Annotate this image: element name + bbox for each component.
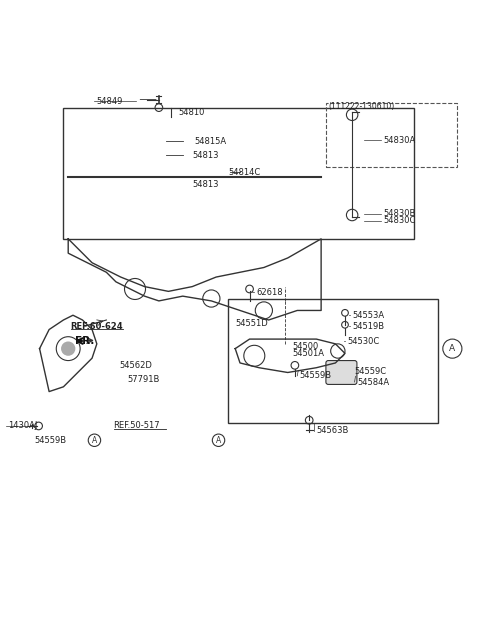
Text: FR.: FR. xyxy=(75,336,95,346)
Text: 54519B: 54519B xyxy=(352,322,384,331)
Text: 54559B: 54559B xyxy=(35,436,67,445)
Text: 54830C: 54830C xyxy=(383,216,416,225)
Bar xyxy=(228,298,438,422)
Text: 54559B: 54559B xyxy=(300,371,332,380)
Text: A: A xyxy=(449,344,456,353)
Text: 54563B: 54563B xyxy=(316,426,349,435)
Text: 54830B: 54830B xyxy=(383,209,416,218)
Circle shape xyxy=(61,342,75,356)
Text: 54849: 54849 xyxy=(97,97,123,106)
Text: 57791B: 57791B xyxy=(128,375,160,384)
Text: REF.60-624: REF.60-624 xyxy=(71,322,123,331)
Text: 54584A: 54584A xyxy=(357,378,389,387)
Text: 54551D: 54551D xyxy=(235,319,268,328)
Text: A: A xyxy=(92,436,97,445)
Text: 54553A: 54553A xyxy=(352,311,384,320)
Text: 62618: 62618 xyxy=(257,288,283,297)
Text: REF.50-517: REF.50-517 xyxy=(114,422,160,431)
Bar xyxy=(63,108,414,239)
Text: 1430AJ: 1430AJ xyxy=(9,422,38,431)
Text: 54814C: 54814C xyxy=(228,168,260,177)
Text: 54813: 54813 xyxy=(192,180,219,189)
Text: 54500: 54500 xyxy=(292,342,319,351)
Text: 54501A: 54501A xyxy=(292,349,324,358)
Text: A: A xyxy=(216,436,221,445)
Text: 54562D: 54562D xyxy=(120,361,153,370)
Text: (111222-130610): (111222-130610) xyxy=(328,102,395,111)
Text: 54830A: 54830A xyxy=(383,136,415,145)
Text: 54813: 54813 xyxy=(192,151,219,160)
Text: 54810: 54810 xyxy=(178,108,204,117)
FancyBboxPatch shape xyxy=(326,360,357,385)
Text: 54815A: 54815A xyxy=(195,136,227,145)
Text: 54559C: 54559C xyxy=(355,367,387,376)
Bar xyxy=(326,103,457,167)
Text: 54530C: 54530C xyxy=(348,337,380,346)
